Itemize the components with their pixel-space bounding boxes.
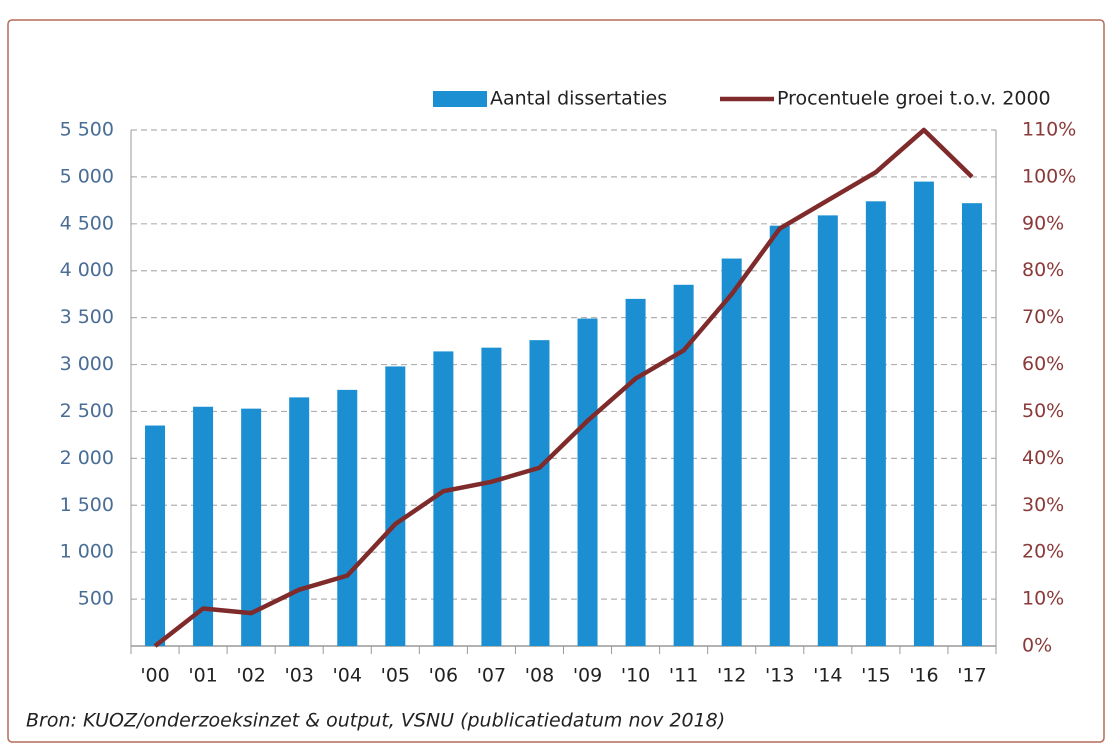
y2-tick-label: 40% — [1022, 447, 1064, 469]
y2-tick-label: 110% — [1022, 119, 1076, 141]
y2-tick-label: 0% — [1022, 635, 1052, 657]
x-tick-label: '06 — [429, 665, 458, 687]
bar — [865, 201, 886, 646]
x-tick-label: '17 — [957, 665, 986, 687]
y-tick-label: 1 500 — [60, 494, 114, 516]
x-tick-label: '12 — [717, 665, 746, 687]
x-tick-label: '09 — [573, 665, 602, 687]
line — [153, 127, 974, 648]
source: Bron: KUOZ/onderzoeksinzet & output, VSN… — [26, 710, 725, 732]
y2-tick-label: 50% — [1022, 400, 1064, 422]
y2-tick-label: 60% — [1022, 353, 1064, 375]
x-tick-label: '11 — [669, 665, 698, 687]
y-tick-label: 500 — [78, 588, 114, 610]
x-tick-label: '15 — [861, 665, 890, 687]
bar — [337, 389, 358, 646]
bar — [577, 318, 598, 646]
y2-tick-label: 30% — [1022, 494, 1064, 516]
x-tick-label: '02 — [236, 665, 265, 687]
x-tick-label: '00 — [140, 665, 169, 687]
y-tick-label: 5 500 — [60, 119, 114, 141]
bar — [289, 397, 310, 646]
bar — [145, 425, 166, 646]
frame — [7, 19, 1105, 743]
x-tick-label: '04 — [333, 665, 362, 687]
x-tick-label: '10 — [621, 665, 650, 687]
y-tick-label: 3 500 — [60, 306, 114, 328]
bar — [481, 347, 502, 646]
y-tick-label: 5 000 — [60, 165, 114, 187]
bar — [769, 225, 790, 646]
y2-tick-label: 90% — [1022, 212, 1064, 234]
y-tick-label: 1 000 — [60, 541, 114, 563]
y-tick-label: 3 000 — [60, 353, 114, 375]
bar — [913, 181, 934, 646]
x-tick-label: '16 — [909, 665, 938, 687]
y-tick-label: 4 500 — [60, 212, 114, 234]
y2-tick-label: 100% — [1022, 165, 1076, 187]
x-tick-label: '01 — [188, 665, 217, 687]
y2-tick-label: 80% — [1022, 259, 1064, 281]
bar — [241, 408, 262, 646]
x-tick-label: '07 — [477, 665, 506, 687]
y2-tick-label: 70% — [1022, 306, 1064, 328]
y-tick-label: 2 500 — [60, 400, 114, 422]
bar — [193, 406, 214, 646]
bar — [721, 258, 742, 646]
legend-label: Procentuele groei t.o.v. 2000 — [777, 88, 1051, 110]
bar — [673, 284, 694, 646]
x-tick-label: '08 — [525, 665, 554, 687]
legend-swatch — [433, 91, 487, 107]
bar — [433, 351, 454, 646]
x-tick-label: '13 — [765, 665, 794, 687]
x-tick-label: '14 — [813, 665, 842, 687]
legend-label: Aantal dissertaties — [490, 88, 667, 110]
y2-tick-label: 20% — [1022, 541, 1064, 563]
y2-tick-label: 10% — [1022, 588, 1064, 610]
y-tick-label: 4 000 — [60, 259, 114, 281]
bar — [625, 298, 646, 646]
x-tick-label: '03 — [284, 665, 313, 687]
y-tick-label: 2 000 — [60, 447, 114, 469]
bar — [961, 203, 982, 647]
x-tick-label: '05 — [381, 665, 410, 687]
bar — [817, 215, 838, 646]
bar — [385, 366, 406, 646]
bar — [529, 340, 550, 646]
